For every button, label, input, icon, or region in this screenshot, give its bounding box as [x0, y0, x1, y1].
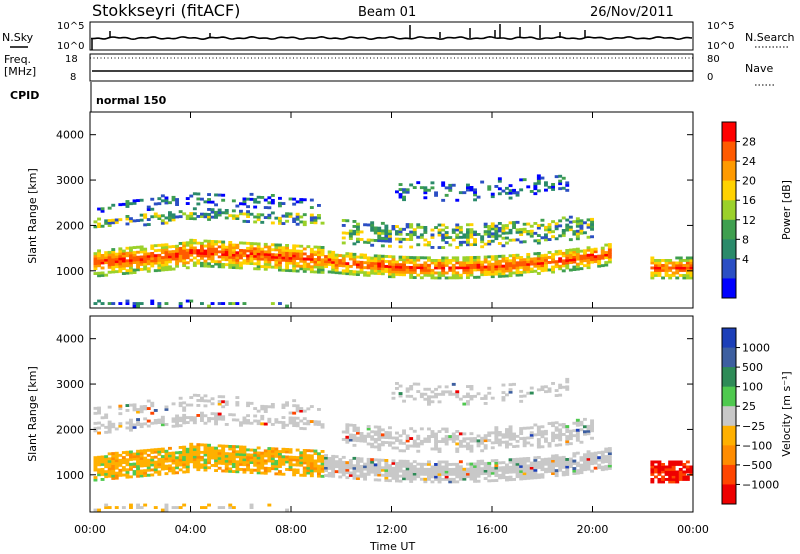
- range-tick-label: 3000: [56, 174, 84, 187]
- cpid-row: CPID normal 150: [10, 82, 167, 112]
- colorbar-swatch: [722, 464, 736, 485]
- time-tick-label: 00:00: [677, 523, 709, 536]
- colorbar-swatch: [722, 161, 736, 182]
- velocity-cbar-label: Velocity [m s⁻¹]: [780, 371, 793, 456]
- time-tick-label: 12:00: [376, 523, 408, 536]
- colorbar-tick-label: −100: [742, 439, 772, 452]
- colorbar-swatch: [722, 239, 736, 260]
- colorbar-swatch: [722, 219, 736, 240]
- colorbar-tick-label: −1000: [742, 478, 779, 491]
- nsearch-label: N.Search: [745, 31, 795, 44]
- colorbar-swatch: [722, 122, 736, 143]
- velocity-panel: 4000 3000 2000 1000 Slant Range [km] 1000 50…: [26, 315, 793, 513]
- colorbar-tick-label: 25: [742, 400, 756, 413]
- power-data: [93, 174, 694, 308]
- colorbar-tick-label: 20: [742, 175, 756, 188]
- noise-panel: N.Sky 10^5 10^0 10^5 10^0 N.Search: [2, 21, 795, 52]
- colorbar-tick-label: 4: [742, 253, 749, 266]
- velocity-colorbar: 1000 500 100 25 −25 −100 −500 −1000: [721, 327, 779, 505]
- noise-tick-left-top: 10^5: [57, 21, 84, 32]
- time-tick-label: 00:00: [74, 523, 106, 536]
- power-y-axis: 4000 3000 2000 1000: [56, 129, 693, 278]
- power-cbar-label: Power [dB]: [780, 180, 793, 240]
- range-tick-label: 2000: [56, 219, 84, 232]
- noise-trace: [90, 24, 693, 50]
- colorbar-swatch: [722, 278, 736, 299]
- cpid-label: CPID: [10, 89, 39, 102]
- colorbar-swatch: [722, 484, 736, 505]
- station-title: Stokkseyri (fitACF): [92, 1, 240, 20]
- nave-label: Nave: [745, 62, 773, 75]
- colorbar-swatch: [722, 386, 736, 407]
- range-tick-label: 4000: [56, 129, 84, 142]
- colorbar-tick-label: 500: [742, 361, 763, 374]
- colorbar-tick-label: 100: [742, 381, 763, 394]
- cpid-value: normal 150: [96, 94, 167, 107]
- colorbar-tick-label: 1000: [742, 342, 770, 355]
- colorbar-swatch: [722, 347, 736, 368]
- colorbar-tick-label: 28: [742, 136, 756, 149]
- freq-tick-top: 18: [65, 54, 78, 65]
- colorbar-swatch: [722, 425, 736, 446]
- colorbar-swatch: [722, 406, 736, 427]
- colorbar-tick-label: 16: [742, 194, 756, 207]
- time-axis: 00:00 04:00 08:00 12:00 16:00 20:00 00:00: [74, 112, 709, 536]
- colorbar-tick-label: 8: [742, 233, 749, 246]
- nave-tick-bottom: 0: [707, 72, 713, 83]
- noise-tick-right-bottom: 10^0: [707, 41, 734, 52]
- colorbar-tick-label: 24: [742, 155, 756, 168]
- power-panel: 4000 3000 2000 1000 Slant Range [km] 28 24 20…: [26, 111, 793, 309]
- freq-unit: [MHz]: [4, 65, 36, 78]
- colorbar-swatch: [722, 367, 736, 388]
- colorbar-swatch: [722, 328, 736, 349]
- power-colorbar: 28 24 20 16 12 8 4: [721, 121, 756, 299]
- nsky-label: N.Sky: [2, 31, 34, 44]
- colorbar-swatch: [722, 180, 736, 201]
- range-tick-label: 1000: [56, 265, 84, 278]
- freq-tick-bottom: 8: [70, 72, 76, 83]
- freq-panel: Freq. [MHz] 18 8 80 0 Nave: [4, 53, 775, 86]
- range-tick-label: 2000: [56, 423, 84, 436]
- colorbar-tick-label: 12: [742, 214, 756, 227]
- range-tick-label: 1000: [56, 469, 84, 482]
- colorbar-swatch: [722, 200, 736, 221]
- date-title: 26/Nov/2011: [590, 5, 674, 20]
- velocity-y-axis: 4000 3000 2000 1000: [56, 333, 693, 482]
- colorbar-swatch: [722, 141, 736, 162]
- beam-title: Beam 01: [358, 5, 416, 20]
- colorbar-tick-label: −25: [742, 420, 765, 433]
- noise-tick-left-bottom: 10^0: [57, 41, 84, 52]
- time-tick-label: 16:00: [476, 523, 508, 536]
- noise-tick-right-top: 10^5: [707, 21, 734, 32]
- freq-label: Freq.: [4, 53, 31, 66]
- colorbar-swatch: [722, 445, 736, 466]
- range-tick-label: 4000: [56, 333, 84, 346]
- velocity-data: [93, 377, 694, 512]
- nave-tick-top: 80: [707, 54, 720, 65]
- colorbar-tick-label: −500: [742, 459, 772, 472]
- time-tick-label: 20:00: [577, 523, 609, 536]
- colorbar-swatch: [722, 258, 736, 279]
- velocity-ylabel: Slant Range [km]: [26, 366, 39, 462]
- time-tick-label: 08:00: [275, 523, 307, 536]
- power-ylabel: Slant Range [km]: [26, 168, 39, 264]
- time-axis-label: Time UT: [369, 540, 415, 553]
- time-tick-label: 04:00: [175, 523, 207, 536]
- range-tick-label: 3000: [56, 378, 84, 391]
